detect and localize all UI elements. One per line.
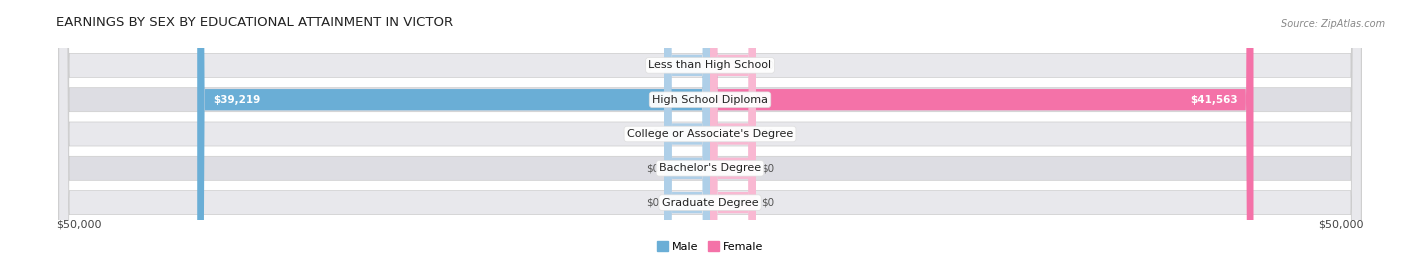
Text: $0: $0 bbox=[761, 198, 775, 208]
Text: $50,000: $50,000 bbox=[56, 220, 101, 230]
FancyBboxPatch shape bbox=[710, 0, 756, 268]
Text: $0: $0 bbox=[761, 60, 775, 70]
Text: $0: $0 bbox=[645, 129, 659, 139]
Text: $0: $0 bbox=[761, 163, 775, 173]
Text: EARNINGS BY SEX BY EDUCATIONAL ATTAINMENT IN VICTOR: EARNINGS BY SEX BY EDUCATIONAL ATTAINMEN… bbox=[56, 16, 453, 29]
Text: $0: $0 bbox=[645, 60, 659, 70]
FancyBboxPatch shape bbox=[664, 0, 710, 268]
Text: $50,000: $50,000 bbox=[1319, 220, 1364, 230]
FancyBboxPatch shape bbox=[664, 0, 710, 268]
Text: Less than High School: Less than High School bbox=[648, 60, 772, 70]
Text: Bachelor's Degree: Bachelor's Degree bbox=[659, 163, 761, 173]
Text: College or Associate's Degree: College or Associate's Degree bbox=[627, 129, 793, 139]
Text: $0: $0 bbox=[761, 129, 775, 139]
FancyBboxPatch shape bbox=[197, 0, 710, 268]
Legend: Male, Female: Male, Female bbox=[657, 241, 763, 252]
Text: $39,219: $39,219 bbox=[212, 95, 260, 105]
Text: High School Diploma: High School Diploma bbox=[652, 95, 768, 105]
Text: $0: $0 bbox=[645, 198, 659, 208]
FancyBboxPatch shape bbox=[59, 0, 1361, 268]
FancyBboxPatch shape bbox=[710, 0, 756, 268]
Text: $41,563: $41,563 bbox=[1191, 95, 1237, 105]
FancyBboxPatch shape bbox=[59, 0, 1361, 268]
FancyBboxPatch shape bbox=[59, 0, 1361, 268]
Text: Source: ZipAtlas.com: Source: ZipAtlas.com bbox=[1281, 19, 1385, 29]
FancyBboxPatch shape bbox=[710, 0, 756, 268]
FancyBboxPatch shape bbox=[664, 0, 710, 268]
Text: $0: $0 bbox=[645, 163, 659, 173]
FancyBboxPatch shape bbox=[59, 0, 1361, 268]
FancyBboxPatch shape bbox=[710, 0, 1254, 268]
FancyBboxPatch shape bbox=[59, 0, 1361, 268]
FancyBboxPatch shape bbox=[664, 0, 710, 268]
FancyBboxPatch shape bbox=[710, 0, 756, 268]
Text: Graduate Degree: Graduate Degree bbox=[662, 198, 758, 208]
